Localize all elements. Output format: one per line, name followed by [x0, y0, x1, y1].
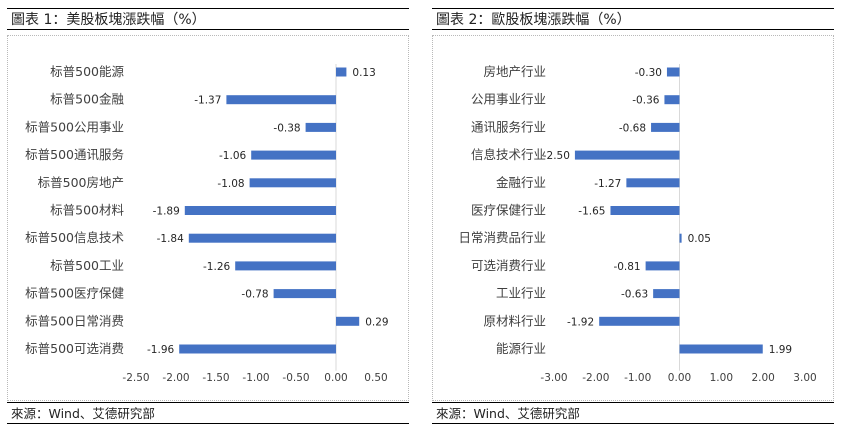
category-label: 金融行业 [496, 175, 546, 190]
bar [251, 150, 336, 160]
value-label: -1.89 [153, 206, 180, 218]
x-tick-label: -1.00 [242, 372, 269, 384]
eu-chart-area: 房地产行业 -0.30 公用事业行业 -0.36 通讯服务行业 -0.68 信息技术行业 -2… [432, 35, 834, 401]
category-label: 日常消费品行业 [458, 230, 546, 245]
value-label: -0.68 [619, 122, 646, 134]
value-label: -0.78 [241, 289, 268, 301]
x-tick-label: -3.00 [540, 372, 567, 384]
value-label: -1.27 [594, 178, 621, 190]
value-label: 0.05 [688, 233, 711, 245]
bar [610, 206, 680, 215]
value-label: -2.50 [543, 150, 570, 162]
category-label: 标普500可选消费 [25, 341, 124, 356]
source-note-us: 來源：Wind、艾德研究部 [7, 402, 409, 424]
bar [336, 67, 347, 77]
value-label: -1.84 [157, 233, 184, 245]
value-label: 0.29 [365, 316, 388, 328]
category-label: 标普500房地产 [38, 175, 124, 190]
x-tick-label: -2.50 [122, 372, 149, 384]
x-tick-label: -1.00 [624, 372, 651, 384]
value-label: -1.92 [567, 316, 594, 328]
bar [679, 233, 682, 243]
x-tick-label: -1.50 [202, 372, 229, 384]
category-label: 房地产行业 [483, 64, 546, 79]
value-label: -1.08 [217, 178, 244, 190]
us-sector-bar-chart: 标普500能源 0.13 标普500金融 -1.37 标普500公用事业 -0.38 标普5… [25, 64, 389, 384]
x-tick-label: 3.00 [793, 372, 816, 384]
bar [188, 233, 336, 243]
bar [226, 95, 336, 105]
x-tick-label: -2.00 [582, 372, 609, 384]
value-label: -1.06 [219, 150, 246, 162]
value-label: -1.37 [194, 95, 221, 107]
bar [679, 344, 763, 354]
bar [666, 67, 680, 77]
chart-title-us: 圖表 1：美股板塊漲跌幅（%） [7, 8, 409, 30]
value-label: -1.26 [203, 261, 230, 273]
category-label: 标普500工业 [50, 258, 124, 273]
category-label: 标普500日常消费 [25, 313, 124, 328]
bar [664, 95, 680, 105]
x-tick-label: -2.00 [162, 372, 189, 384]
bar [179, 344, 336, 354]
x-tick-label: 0.50 [364, 372, 387, 384]
bar [235, 261, 336, 271]
category-label: 通讯服务行业 [471, 119, 546, 134]
category-label: 医疗保健行业 [471, 203, 546, 218]
value-label: -0.38 [273, 122, 300, 134]
category-label: 标普500通讯服务 [25, 147, 124, 162]
category-label: 标普500能源 [50, 64, 124, 79]
us-sector-panel: 圖表 1：美股板塊漲跌幅（%） 标普500能源 0.13 标普500金融 -1.37 标… [7, 8, 409, 426]
bar [599, 316, 680, 326]
bar [305, 122, 336, 132]
bar [273, 289, 336, 299]
x-tick-label: 0.00 [324, 372, 347, 384]
bar [626, 178, 680, 188]
x-tick-label: -0.50 [282, 372, 309, 384]
bar [651, 122, 680, 132]
category-label: 可选消费行业 [471, 258, 546, 273]
x-tick-label: 2.00 [751, 372, 774, 384]
category-label: 标普500信息技术 [25, 230, 124, 245]
bar [336, 316, 360, 326]
value-label: -1.65 [578, 206, 605, 218]
eu-sector-panel: 圖表 2：歐股板塊漲跌幅（%） 房地产行业 -0.30 公用事业行业 -0.36 通讯服… [432, 8, 834, 426]
x-tick-label: 1.00 [710, 372, 733, 384]
value-label: -1.96 [147, 344, 174, 356]
bar [184, 206, 336, 215]
value-label: 0.13 [352, 67, 375, 79]
us-chart-area: 标普500能源 0.13 标普500金融 -1.37 标普500公用事业 -0.38 标普5… [7, 35, 409, 401]
category-label: 标普500金融 [50, 92, 124, 107]
bar [653, 289, 680, 299]
category-label: 工业行业 [496, 286, 546, 301]
category-label: 能源行业 [496, 341, 546, 356]
category-label: 标普500公用事业 [25, 119, 124, 134]
x-tick-label: 0.00 [668, 372, 691, 384]
category-label: 公用事业行业 [471, 92, 546, 107]
value-label: -0.36 [632, 95, 659, 107]
source-note-eu: 來源：Wind、艾德研究部 [432, 402, 834, 424]
category-label: 标普500医疗保健 [25, 286, 124, 301]
value-label: -0.63 [621, 289, 648, 301]
category-label: 标普500材料 [50, 203, 124, 218]
category-label: 信息技术行业 [471, 147, 546, 162]
value-label: -0.81 [613, 261, 640, 273]
bar [249, 178, 336, 188]
bar [645, 261, 680, 271]
value-label: -0.30 [635, 67, 662, 79]
chart-title-eu: 圖表 2：歐股板塊漲跌幅（%） [432, 8, 834, 30]
bar [574, 150, 680, 160]
value-label: 1.99 [769, 344, 792, 356]
category-label: 原材料行业 [483, 313, 546, 328]
